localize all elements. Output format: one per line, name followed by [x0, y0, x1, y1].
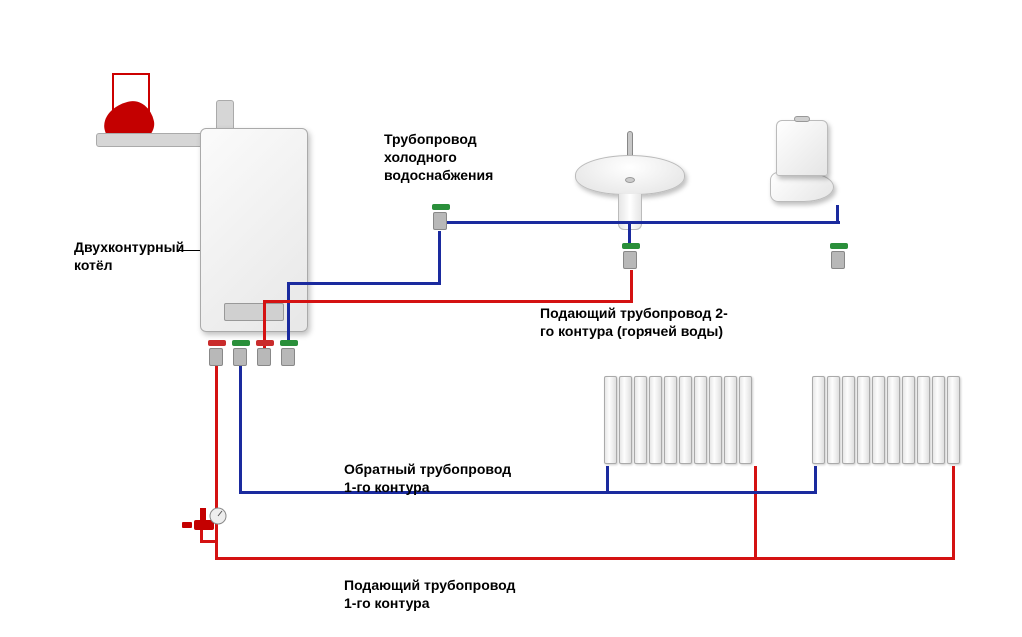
toilet-tank [776, 120, 828, 176]
valve-boiler-3 [256, 340, 272, 366]
boiler-flue-vertical [216, 100, 234, 130]
pipe-hot-water [263, 300, 633, 303]
valve-boiler-1 [208, 340, 224, 366]
label-cold-supply: Трубопровод холодного водоснабжения [384, 130, 493, 185]
safety-group-icon [176, 502, 232, 542]
radiator-1 [604, 376, 752, 464]
pipe-heating-supply [215, 557, 955, 560]
pipe-hot-water [263, 300, 266, 340]
pipe-hot-water [630, 270, 633, 303]
faucet-icon [627, 131, 633, 157]
label-return-circuit1: Обратный трубопровод 1-го контура [344, 460, 511, 496]
pipe-cold-water [287, 282, 290, 340]
toilet-bowl [770, 172, 834, 202]
valve-boiler-2 [232, 340, 248, 366]
pipe-cold-water [836, 205, 839, 224]
pipe-heating-supply [952, 466, 955, 560]
pipe-heating-return [239, 491, 817, 494]
sink-fixture [575, 155, 685, 195]
leader-line-boiler [178, 250, 200, 251]
valve-boiler-4 [280, 340, 296, 366]
label-supply-circuit1: Подающий трубопровод 1-го контура [344, 576, 515, 612]
toilet-fixture [776, 120, 834, 202]
boiler-flue-horizontal [96, 133, 216, 147]
safety-fill-group [176, 502, 232, 547]
pipe-heating-return [814, 466, 817, 494]
label-hot-water-supply: Подающий трубопровод 2- го контура (горя… [540, 304, 728, 340]
valve-cold-tee [432, 204, 448, 230]
pipe-heating-supply [754, 466, 757, 560]
pipe-cold-water [628, 221, 631, 243]
radiator-2 [812, 376, 960, 464]
sink-drain-icon [625, 177, 635, 183]
label-boiler: Двухконтурный котёл [74, 238, 184, 274]
sink-basin [575, 155, 685, 195]
valve-sink [622, 243, 638, 269]
pipe-heating-return [239, 366, 242, 494]
toilet-flush-button-icon [794, 116, 810, 122]
valve-toilet [830, 243, 846, 269]
pipe-cold-water [287, 282, 441, 285]
pipe-heating-return [606, 466, 609, 494]
boiler-control-panel [224, 303, 284, 321]
pipe-cold-water [441, 221, 840, 224]
pipe-cold-water [438, 231, 441, 285]
